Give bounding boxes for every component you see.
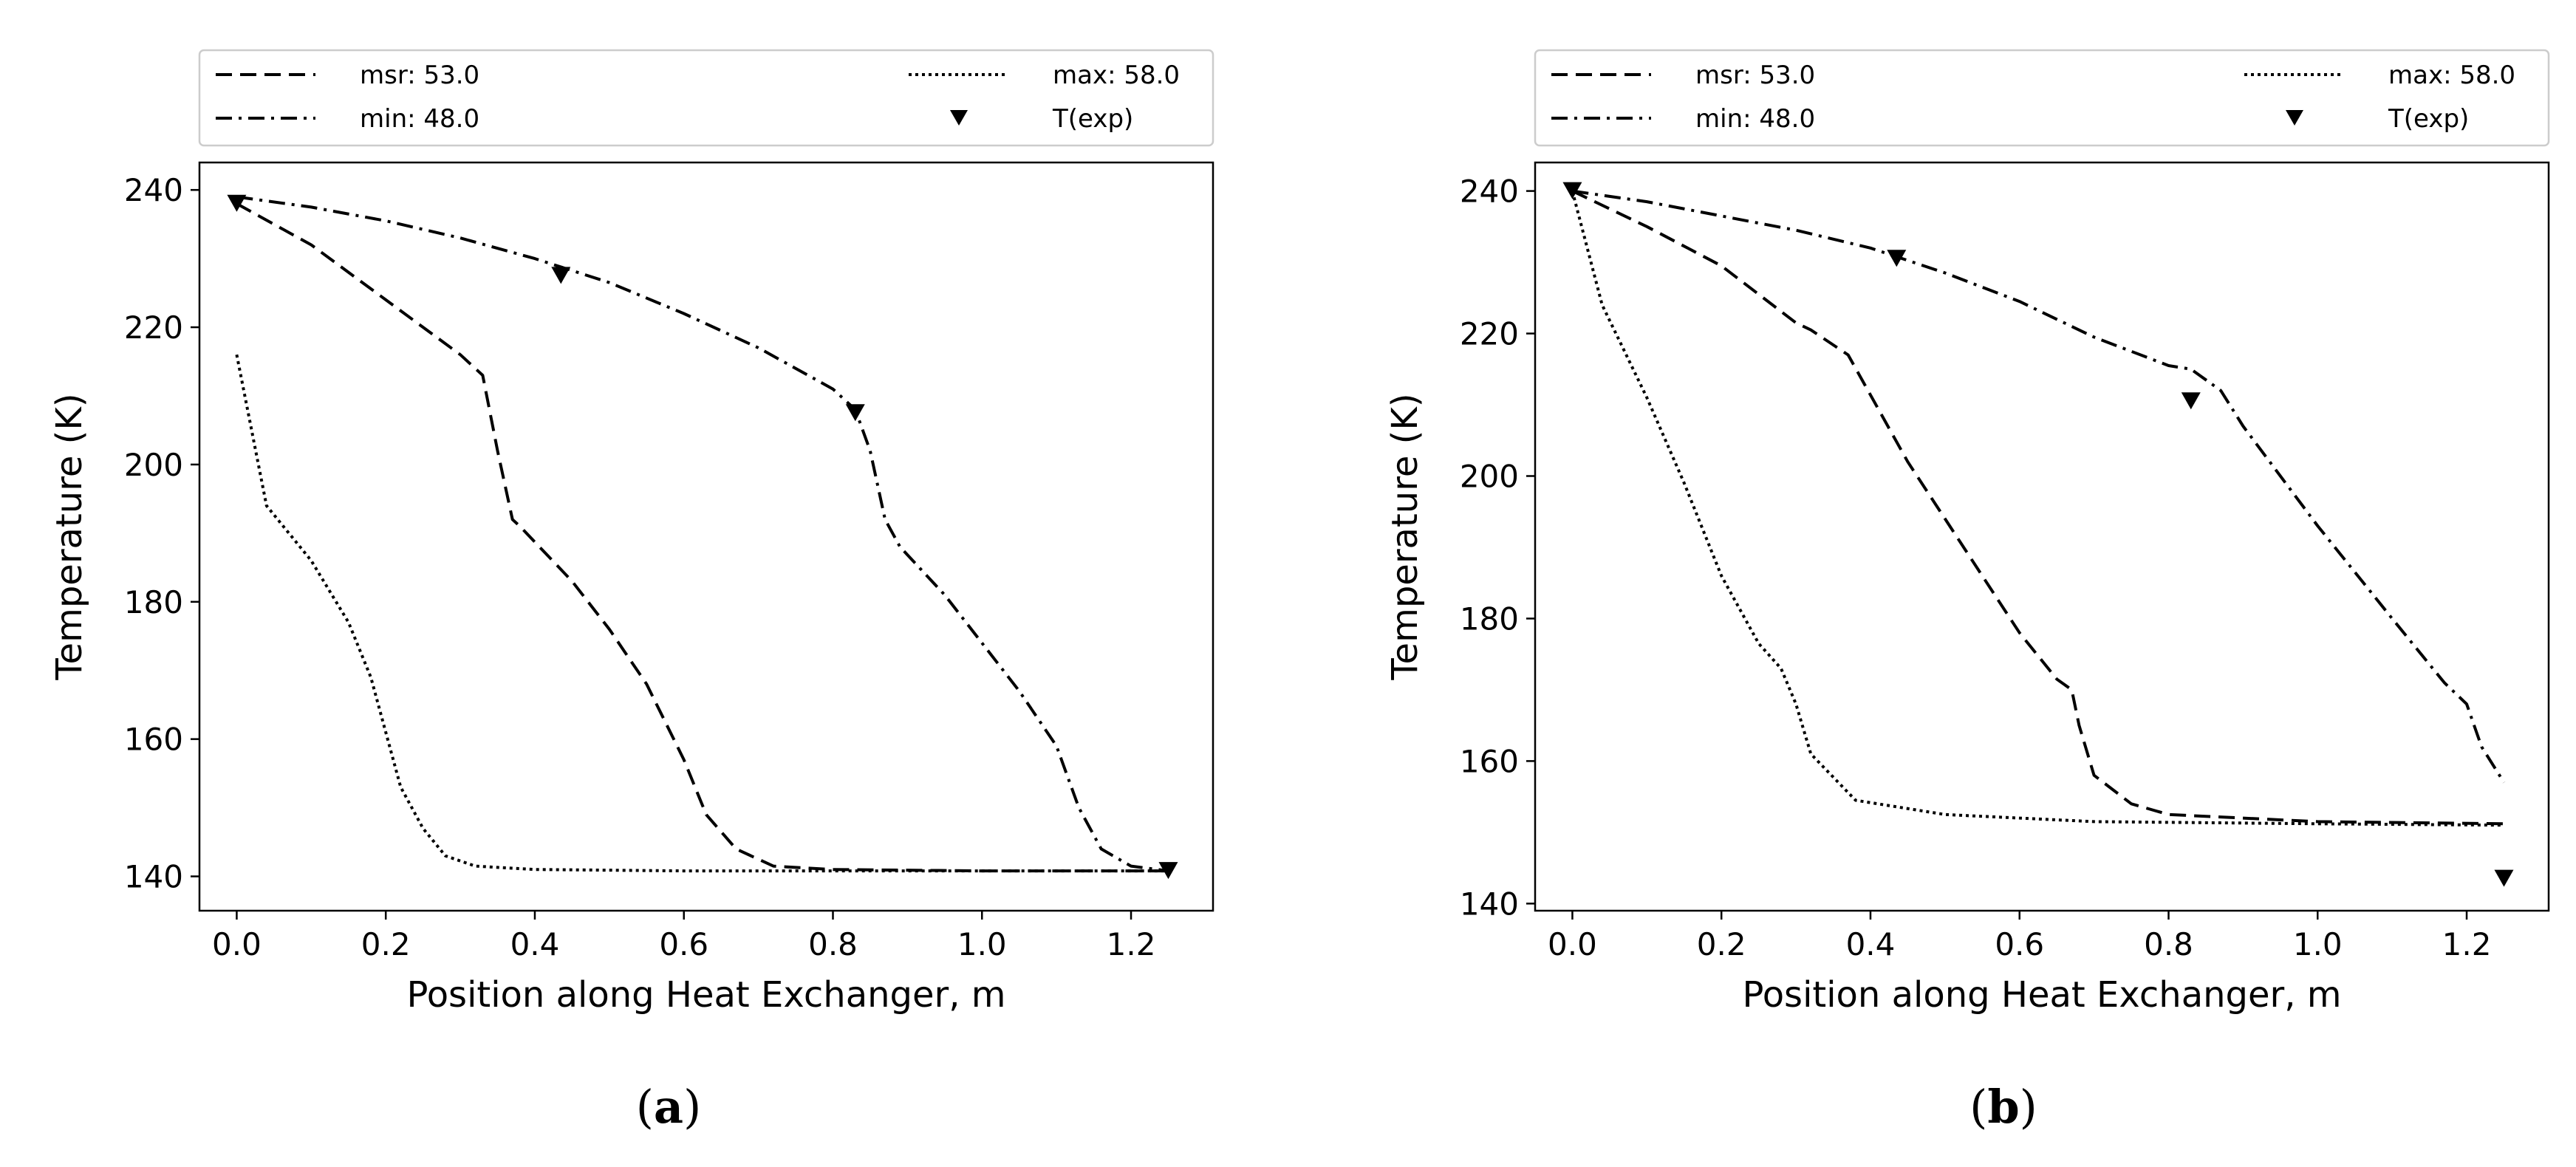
y-tick-label-a: 200: [124, 447, 183, 483]
x-tick-label-b: 0.0: [1548, 926, 1597, 962]
x-axis-label-a: Position along Heat Exchanger, m: [406, 974, 1005, 1016]
x-tick-label-a: 1.2: [1107, 926, 1156, 962]
legend-label-b: max: 58.0: [2388, 61, 2515, 90]
svg-text:(a): (a): [636, 1080, 702, 1134]
caption-a-letter: a: [654, 1080, 683, 1134]
legend-label-b: T(exp): [2388, 104, 2469, 134]
y-tick-label-a: 160: [124, 722, 183, 758]
y-tick-label-a: 180: [124, 584, 183, 620]
series-line-dashed-b: [1571, 189, 2504, 826]
exp-marker-a: [227, 194, 247, 212]
x-tick-label-a: 0.6: [659, 926, 708, 962]
series-line-dashed-a: [236, 202, 1169, 873]
x-tick-label-a: 0.2: [361, 926, 411, 962]
exp-marker-a: [1158, 862, 1178, 880]
x-tick-label-b: 0.6: [1995, 926, 2044, 962]
x-tick-label-a: 0.4: [510, 926, 560, 962]
caption-b-letter: b: [1987, 1080, 2019, 1134]
panel-a: 0.0 0.2 0.4 0.6 0.8 1.0 1.2 140 160 180 200 220 240 P…: [49, 49, 1214, 1016]
caption-b-open: (: [1969, 1080, 1987, 1134]
svg-text:(b): (b): [1969, 1080, 2037, 1134]
y-tick-label-a: 140: [124, 859, 183, 895]
series-line-dotted-a: [235, 354, 1169, 873]
x-tick-label-b: 1.2: [2442, 926, 2492, 962]
caption-a-open: (: [636, 1080, 654, 1134]
y-tick-label-b: 200: [1460, 458, 1519, 494]
caption-a: (a): [636, 1080, 702, 1134]
legend-label-b: msr: 53.0: [1695, 61, 1815, 90]
y-axis-label-a: Temperature (K): [49, 393, 90, 680]
legend-label-a: T(exp): [1052, 104, 1133, 134]
y-tick-label-b: 220: [1460, 316, 1519, 352]
series-line-dashdot-b: [1572, 189, 2506, 784]
plot-frame-a: [198, 161, 1214, 912]
series-line-dotted-b: [1571, 191, 2504, 827]
y-axis-label-b: Temperature (K): [1384, 393, 1426, 680]
exp-marker-a: [845, 404, 865, 422]
x-tick-label-b: 0.8: [2144, 926, 2193, 962]
caption-b-close: ): [2020, 1080, 2037, 1134]
y-tick-label-b: 240: [1460, 174, 1519, 210]
y-tick-label-b: 160: [1460, 743, 1519, 779]
x-tick-label-a: 1.0: [957, 926, 1007, 962]
legend-label-a: msr: 53.0: [360, 61, 479, 90]
plot-frame-b: [1534, 161, 2550, 912]
exp-marker-b: [1562, 182, 1582, 199]
x-tick-label-b: 1.0: [2293, 926, 2343, 962]
x-tick-label-b: 0.2: [1697, 926, 1746, 962]
x-tick-label-a: 0.8: [808, 926, 858, 962]
series-line-dashdot-a: [236, 195, 1169, 873]
legend-label-a: max: 58.0: [1053, 61, 1180, 90]
x-tick-label-b: 0.4: [1846, 926, 1896, 962]
exp-marker-a: [551, 267, 571, 284]
x-axis-label-b: Position along Heat Exchanger, m: [1742, 974, 2341, 1016]
exp-marker-b: [1887, 250, 1907, 267]
caption-b: (b): [1969, 1080, 2037, 1134]
legend-marker-a: [950, 110, 968, 126]
exp-marker-b: [2494, 869, 2514, 887]
panel-b: 0.0 0.2 0.4 0.6 0.8 1.0 1.2 140 160 180 200 220 240 P…: [1384, 49, 2550, 1016]
y-tick-label-b: 140: [1460, 886, 1519, 922]
caption-a-close: ): [683, 1080, 701, 1134]
y-tick-label-b: 180: [1460, 600, 1519, 637]
legend-label-b: min: 48.0: [1695, 104, 1815, 134]
legend-marker-b: [2286, 110, 2303, 126]
y-tick-label-a: 220: [124, 309, 183, 346]
exp-marker-b: [2181, 392, 2201, 410]
y-tick-label-a: 240: [124, 172, 183, 208]
x-tick-label-a: 0.0: [212, 926, 262, 962]
legend-label-a: min: 48.0: [360, 104, 479, 134]
